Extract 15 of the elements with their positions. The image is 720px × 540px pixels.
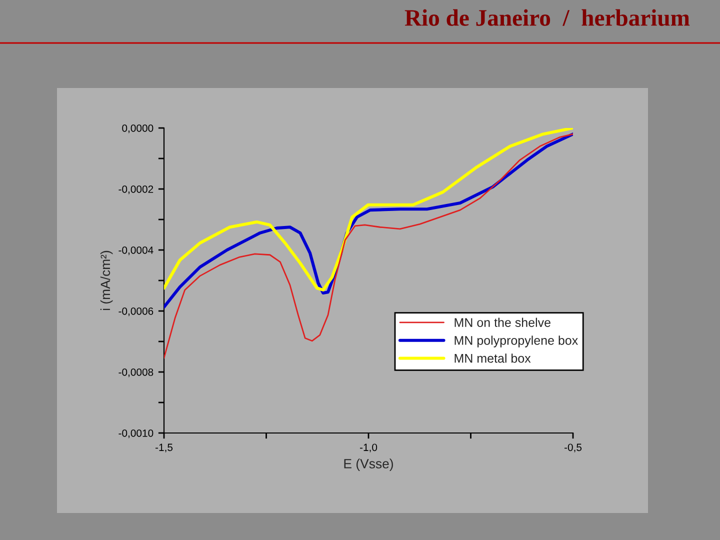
x-axis-title: E (Vsse): [344, 458, 393, 471]
legend-label: MN on the shelve: [454, 318, 550, 327]
x-tick-label: -1,0: [360, 444, 378, 452]
chart-title: Rio de Janeiro / herbarium: [404, 9, 690, 26]
y-tick-label: -0,0002: [118, 186, 154, 194]
y-axis-title: i (mA/cm²): [100, 250, 113, 310]
y-tick-label: -0,0004: [118, 246, 154, 256]
x-tick-label: -0,5: [564, 444, 582, 452]
y-tick-label: -0,0010: [118, 430, 154, 438]
y-tick-label: 0,0000: [122, 124, 154, 134]
y-tick-label: -0,0008: [118, 368, 154, 378]
x-tick-label: -1,5: [155, 444, 173, 452]
legend-label: MN metal box: [454, 354, 531, 363]
y-tick-label: -0,0006: [118, 308, 154, 316]
legend-label: MN polypropylene box: [454, 336, 578, 348]
